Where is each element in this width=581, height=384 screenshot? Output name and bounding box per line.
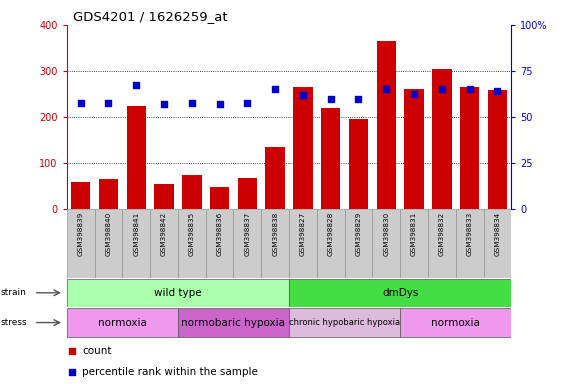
Text: chronic hypobaric hypoxia: chronic hypobaric hypoxia: [289, 318, 400, 327]
Bar: [289, 308, 400, 337]
Text: wild type: wild type: [154, 288, 202, 298]
Text: normoxia: normoxia: [98, 318, 147, 328]
Bar: [266, 147, 285, 209]
Point: [465, 86, 474, 93]
Bar: [178, 209, 206, 278]
Point: [410, 91, 419, 97]
Bar: [67, 279, 289, 306]
Bar: [206, 209, 234, 278]
Bar: [432, 69, 451, 209]
Bar: [404, 89, 424, 209]
Bar: [178, 308, 289, 337]
Text: GSM398833: GSM398833: [467, 211, 472, 256]
Text: normobaric hypoxia: normobaric hypoxia: [181, 318, 285, 328]
Bar: [483, 209, 511, 278]
Point: [243, 100, 252, 106]
Bar: [71, 182, 91, 209]
Point: [326, 96, 335, 102]
Bar: [321, 108, 340, 209]
Text: GDS4201 / 1626259_at: GDS4201 / 1626259_at: [73, 10, 227, 23]
Point: [354, 96, 363, 102]
Bar: [289, 279, 511, 306]
Bar: [456, 209, 483, 278]
Text: strain: strain: [1, 288, 27, 297]
Point: [132, 82, 141, 88]
Bar: [95, 209, 123, 278]
Bar: [127, 106, 146, 209]
Bar: [234, 209, 261, 278]
Bar: [123, 209, 150, 278]
Bar: [99, 179, 118, 209]
Bar: [293, 87, 313, 209]
Point: [382, 86, 391, 93]
Text: GSM398839: GSM398839: [78, 211, 84, 256]
Bar: [155, 184, 174, 209]
Text: percentile rank within the sample: percentile rank within the sample: [83, 367, 258, 377]
Point: [493, 88, 502, 94]
Text: GSM398832: GSM398832: [439, 211, 445, 256]
Text: stress: stress: [1, 318, 27, 327]
Bar: [261, 209, 289, 278]
Bar: [210, 187, 229, 209]
Point: [104, 100, 113, 106]
Text: GSM398828: GSM398828: [328, 211, 333, 256]
Text: dmDys: dmDys: [382, 288, 418, 298]
Text: GSM398835: GSM398835: [189, 211, 195, 256]
Point: [76, 100, 85, 106]
Bar: [182, 175, 202, 209]
Point: [67, 348, 77, 354]
Text: GSM398842: GSM398842: [161, 211, 167, 256]
Point: [215, 101, 224, 107]
Text: GSM398829: GSM398829: [356, 211, 361, 256]
Text: GSM398836: GSM398836: [217, 211, 223, 256]
Text: GSM398837: GSM398837: [245, 211, 250, 256]
Bar: [238, 178, 257, 209]
Bar: [400, 308, 511, 337]
Text: GSM398834: GSM398834: [494, 211, 500, 256]
Point: [271, 86, 280, 93]
Bar: [487, 90, 507, 209]
Bar: [317, 209, 345, 278]
Text: GSM398840: GSM398840: [106, 211, 112, 256]
Text: GSM398841: GSM398841: [133, 211, 139, 256]
Point: [298, 92, 307, 98]
Bar: [289, 209, 317, 278]
Bar: [376, 41, 396, 209]
Point: [187, 100, 196, 106]
Point: [67, 369, 77, 376]
Bar: [460, 87, 479, 209]
Point: [437, 86, 446, 93]
Text: normoxia: normoxia: [431, 318, 480, 328]
Bar: [372, 209, 400, 278]
Bar: [67, 209, 95, 278]
Bar: [400, 209, 428, 278]
Text: GSM398831: GSM398831: [411, 211, 417, 256]
Bar: [428, 209, 456, 278]
Text: GSM398830: GSM398830: [383, 211, 389, 256]
Bar: [150, 209, 178, 278]
Text: GSM398827: GSM398827: [300, 211, 306, 256]
Bar: [67, 308, 178, 337]
Text: GSM398838: GSM398838: [272, 211, 278, 256]
Bar: [349, 119, 368, 209]
Text: count: count: [83, 346, 112, 356]
Point: [159, 101, 168, 107]
Bar: [345, 209, 372, 278]
